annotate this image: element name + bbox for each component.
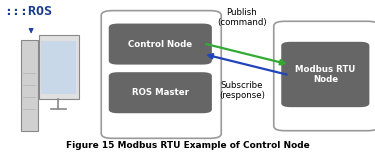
- Text: Subscribe
(response): Subscribe (response): [219, 81, 265, 100]
- Text: Figure 15 Modbus RTU Example of Control Node: Figure 15 Modbus RTU Example of Control …: [66, 142, 309, 150]
- FancyBboxPatch shape: [109, 72, 212, 113]
- FancyBboxPatch shape: [281, 42, 369, 107]
- Text: Modbus RTU
Node: Modbus RTU Node: [295, 65, 356, 84]
- FancyBboxPatch shape: [39, 35, 79, 99]
- Text: Publish
(command): Publish (command): [217, 8, 267, 27]
- Text: Control Node: Control Node: [128, 40, 192, 49]
- FancyBboxPatch shape: [274, 21, 375, 131]
- FancyBboxPatch shape: [41, 41, 76, 94]
- FancyBboxPatch shape: [21, 40, 38, 131]
- FancyBboxPatch shape: [109, 24, 212, 65]
- Text: ROS Master: ROS Master: [132, 88, 189, 97]
- Text: :::ROS: :::ROS: [4, 5, 52, 18]
- FancyBboxPatch shape: [101, 11, 221, 138]
